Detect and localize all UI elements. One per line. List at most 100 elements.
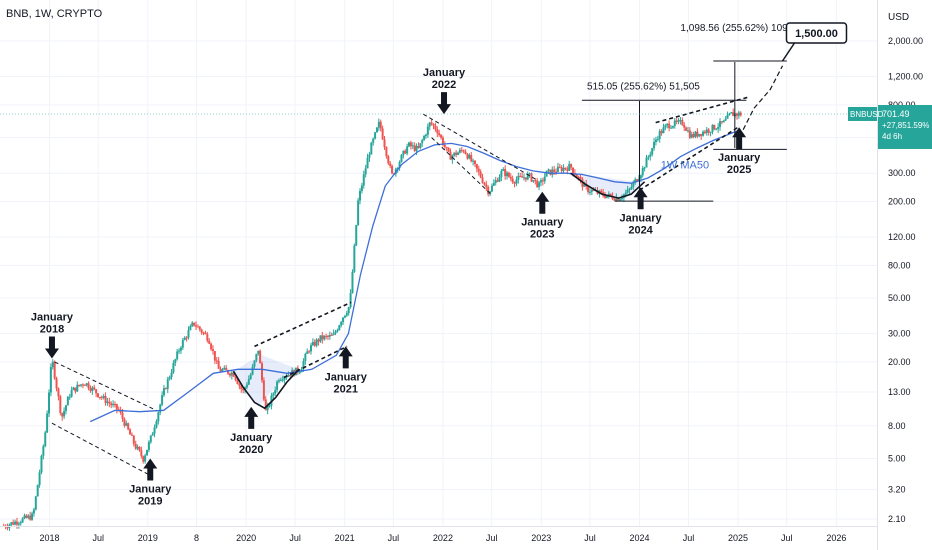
candle (132, 435, 135, 444)
candle (470, 154, 473, 162)
target-callout-pointer (781, 42, 796, 62)
candle (174, 359, 177, 364)
annotation-month: January (325, 371, 368, 383)
candle (147, 442, 150, 450)
candle (555, 171, 558, 173)
candle (375, 127, 378, 133)
candle (274, 389, 277, 394)
candle (108, 401, 111, 404)
candle (660, 131, 663, 134)
candle (268, 405, 271, 407)
wedge-top-2024 (655, 95, 751, 124)
candle (513, 182, 516, 184)
candle (97, 393, 100, 397)
candle (632, 182, 635, 188)
candle (227, 370, 230, 374)
candle (406, 146, 409, 154)
candle (653, 141, 656, 149)
candle (162, 388, 165, 396)
candle (157, 412, 160, 422)
candle (63, 410, 66, 417)
candle (319, 335, 322, 342)
candle (264, 399, 267, 411)
candle (183, 337, 186, 341)
candle (441, 137, 444, 145)
candle (570, 164, 573, 168)
candle (686, 130, 689, 132)
candle (342, 317, 345, 322)
candle (321, 335, 324, 340)
y-tick-label: 30.00 (888, 329, 911, 339)
candle (228, 373, 231, 376)
x-tick-label: Jul (584, 533, 596, 543)
candle (257, 350, 260, 354)
candle (637, 178, 640, 182)
cup-shade-2020 (233, 355, 299, 407)
candle (123, 418, 126, 426)
candle (466, 153, 469, 159)
candle (144, 455, 147, 462)
annotation-month: January (31, 312, 74, 324)
x-tick-label: 2023 (531, 533, 551, 543)
candle (78, 384, 81, 386)
candle (362, 174, 365, 186)
candle (621, 197, 624, 200)
candle (10, 522, 13, 525)
candle (345, 313, 348, 316)
candle (649, 154, 652, 157)
annotation-year: 2025 (727, 164, 751, 176)
candle (55, 378, 58, 389)
candle (306, 351, 309, 354)
y-tick-label: 8.00 (888, 421, 906, 431)
candle (70, 390, 73, 397)
candle (683, 124, 686, 128)
candle (492, 182, 495, 186)
candle (485, 184, 488, 187)
candle (260, 363, 263, 381)
price-axis-divider (877, 0, 878, 550)
candle (626, 189, 629, 193)
candle (29, 515, 32, 520)
x-tick-label: Jul (289, 533, 301, 543)
candle (590, 189, 593, 192)
candle (604, 195, 607, 198)
annotation-year: 2021 (333, 383, 357, 395)
candle (506, 172, 509, 177)
y-tick-label: 20.00 (888, 357, 911, 367)
y-tick-label: 50.00 (888, 293, 911, 303)
candle (83, 384, 86, 386)
candle (130, 434, 133, 436)
candle (236, 380, 239, 385)
candle (355, 225, 358, 246)
candle (112, 403, 115, 406)
candle (487, 186, 490, 195)
candle (717, 126, 720, 129)
candle (502, 169, 505, 171)
candle (490, 185, 493, 192)
y-tick-label: 80.00 (888, 260, 911, 270)
candle (387, 156, 390, 164)
candle (19, 522, 22, 524)
arrow-down-icon (44, 336, 59, 359)
candle (722, 120, 725, 123)
candle (400, 154, 403, 163)
candle (415, 146, 418, 151)
candle (549, 169, 552, 175)
candle (44, 432, 47, 447)
arrow-up-icon (244, 406, 259, 429)
candle (579, 177, 582, 180)
candle (583, 183, 586, 187)
candle (189, 326, 192, 331)
currency-label[interactable]: USD (888, 12, 910, 23)
candle (713, 124, 716, 130)
measure-label-1: 515.05 (255.62%) 51,505 (587, 81, 700, 92)
candle (681, 120, 684, 125)
candle (32, 509, 35, 514)
candle (692, 134, 695, 137)
candle (460, 149, 463, 151)
candle (259, 350, 262, 364)
x-tick-label: 2026 (826, 533, 846, 543)
candle (547, 169, 550, 171)
candle (276, 381, 279, 390)
